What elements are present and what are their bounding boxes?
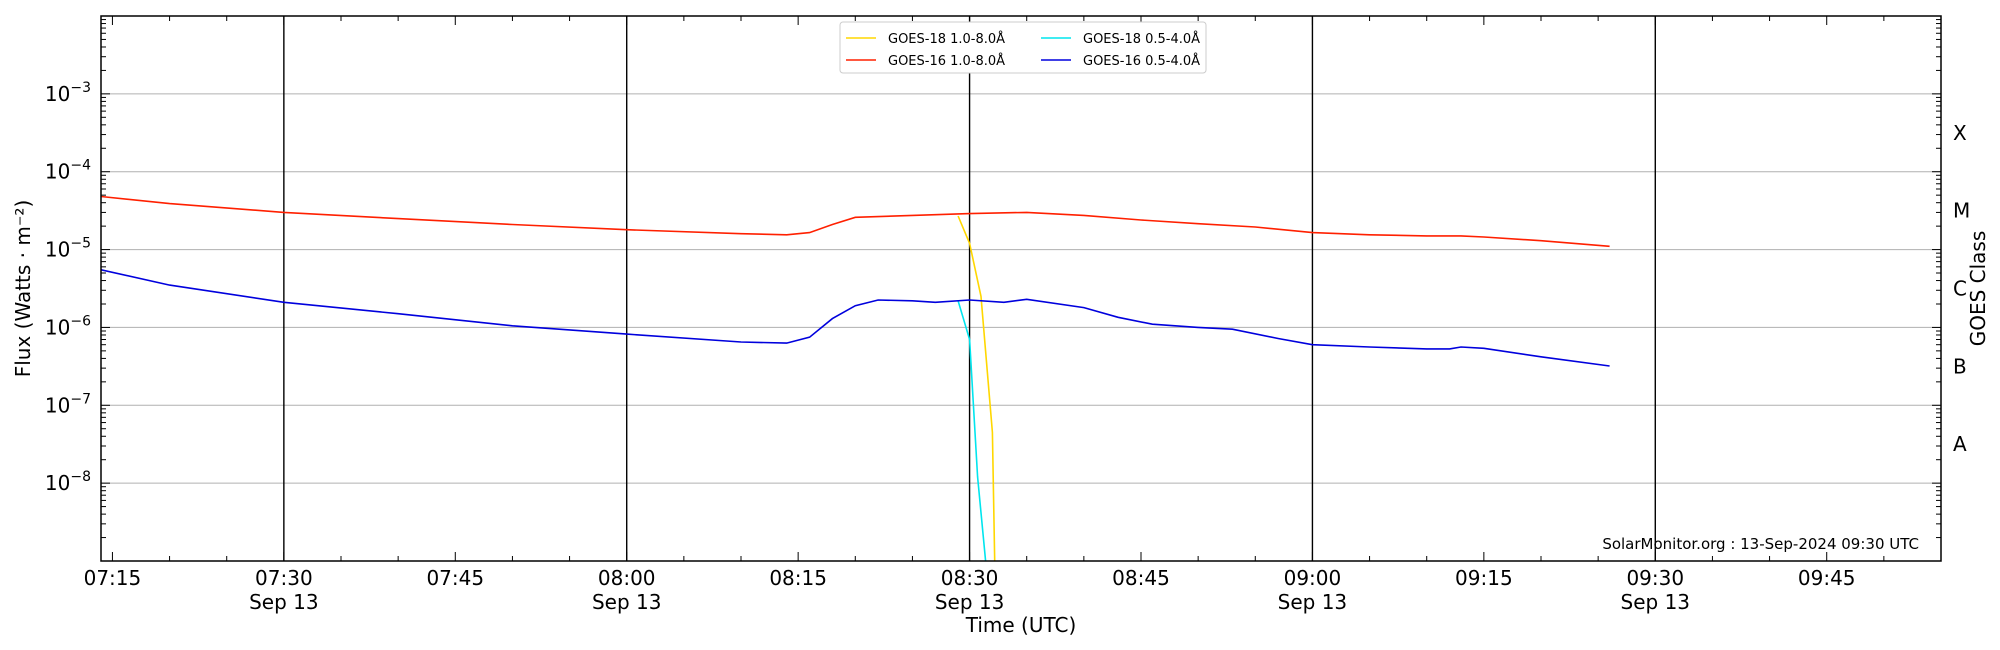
series-layer xyxy=(101,195,1610,561)
x-tick-label: 07:30 xyxy=(255,566,313,590)
x-axis-title: Time (UTC) xyxy=(965,613,1077,637)
legend-label: GOES-16 0.5-4.0Å xyxy=(1083,53,1200,69)
goes-class-label: B xyxy=(1953,354,1967,378)
goes-class-label: X xyxy=(1953,121,1967,145)
goes-class-label: C xyxy=(1953,277,1967,301)
legend-label: GOES-16 1.0-8.0Å xyxy=(888,53,1005,69)
goes-class-axis-title: GOES Class xyxy=(1966,231,1990,347)
legend-label: GOES-18 1.0-8.0Å xyxy=(888,31,1005,47)
credit-text: SolarMonitor.org : 13-Sep-2024 09:30 UTC xyxy=(1602,535,1919,553)
legend-label: GOES-18 0.5-4.0Å xyxy=(1083,31,1200,47)
grid-layer xyxy=(101,16,1941,561)
y-axis-title: Flux (Watts · m⁻²) xyxy=(11,200,35,378)
x-tick-sublabel: Sep 13 xyxy=(935,590,1005,614)
legend-box xyxy=(839,21,1207,74)
x-tick-label: 08:45 xyxy=(1112,566,1170,590)
x-tick-label: 07:15 xyxy=(84,566,142,590)
series-line xyxy=(101,269,1610,367)
series-line xyxy=(957,300,987,561)
x-tick-label: 08:00 xyxy=(598,566,656,590)
x-tick-label: 07:45 xyxy=(426,566,484,590)
x-tick-sublabel: Sep 13 xyxy=(249,590,319,614)
y-tick-label: 10−6 xyxy=(45,313,91,339)
y-tick-label: 10−8 xyxy=(45,469,91,495)
x-tick-sublabel: Sep 13 xyxy=(592,590,662,614)
y-tick-label: 10−3 xyxy=(45,80,91,106)
x-tick-label: 09:30 xyxy=(1626,566,1684,590)
plot-frame xyxy=(100,15,1942,562)
legend: GOES-18 1.0-8.0Å GOES-16 1.0-8.0Å GOES-18 … xyxy=(839,21,1207,74)
x-tick-label: 09:15 xyxy=(1455,566,1513,590)
x-tick-label: 09:45 xyxy=(1798,566,1856,590)
x-tick-label: 08:30 xyxy=(941,566,999,590)
x-tick-label: 09:00 xyxy=(1284,566,1342,590)
x-tick-sublabel: Sep 13 xyxy=(1278,590,1348,614)
x-tick-label: 08:15 xyxy=(769,566,827,590)
x-tick-sublabel: Sep 13 xyxy=(1621,590,1691,614)
goes-class-label: A xyxy=(1953,432,1967,456)
y-tick-label: 10−5 xyxy=(45,236,91,262)
y-tick-label: 10−7 xyxy=(45,391,91,417)
series-line xyxy=(101,195,1610,248)
goes-class-label: M xyxy=(1953,199,1970,223)
y-tick-label: 10−4 xyxy=(45,158,91,184)
series-line xyxy=(957,215,996,561)
